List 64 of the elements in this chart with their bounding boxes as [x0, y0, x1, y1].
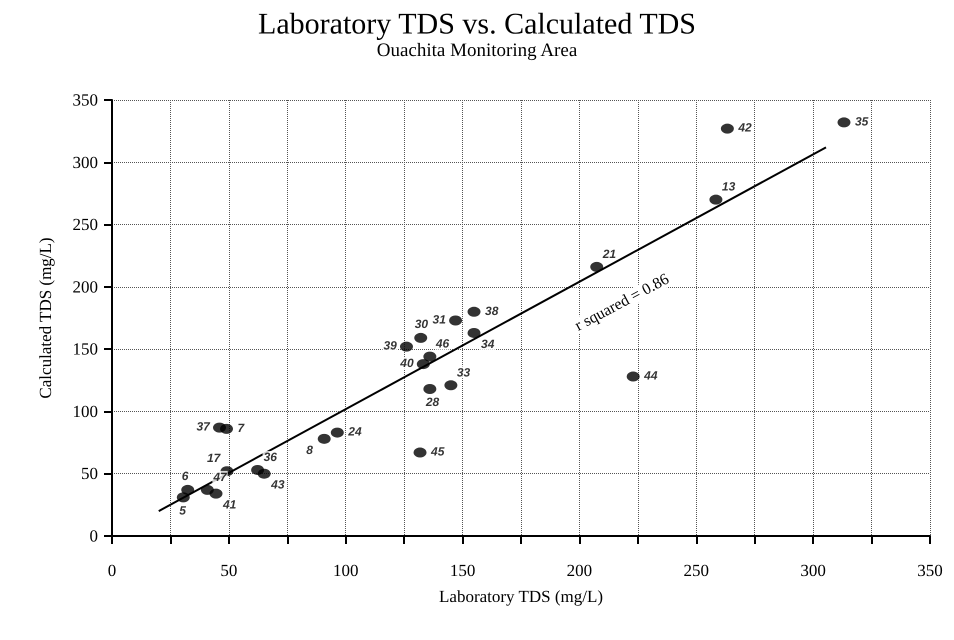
y-tick-label: 200	[72, 277, 98, 296]
annotation: 39	[383, 338, 398, 353]
point	[210, 488, 223, 499]
annotation: 31	[432, 312, 446, 326]
y-tick-label: 100	[72, 402, 98, 421]
chart-subtitle: Ouachita Monitoring Area	[376, 40, 578, 61]
annotation: 37	[196, 420, 212, 434]
y-tick-label: 0	[90, 526, 98, 546]
point	[444, 380, 458, 390]
annotation: 8	[306, 442, 314, 457]
point	[468, 328, 481, 338]
x-tick-label: 100	[332, 561, 358, 580]
point	[423, 384, 436, 394]
point	[258, 468, 271, 479]
x-tick-label: 250	[684, 561, 710, 580]
annotation: 34	[481, 336, 495, 351]
x-tick-label: 300	[800, 561, 826, 580]
point	[468, 306, 481, 317]
x-tick-label: 150	[450, 561, 476, 580]
point	[220, 424, 234, 434]
annotation: 13	[722, 180, 736, 194]
y-tick-label: 350	[72, 90, 98, 110]
point	[449, 315, 462, 326]
annotation: 47	[212, 470, 228, 484]
annotation: 5	[179, 503, 186, 518]
y-axis-title: Calculated TDS (mg/L)	[36, 237, 55, 399]
annotation: 17	[206, 451, 222, 466]
point	[400, 342, 413, 352]
annotation: 6	[182, 468, 189, 483]
x-tick-label: 50	[220, 561, 238, 580]
point	[720, 124, 734, 134]
annotation: 41	[222, 498, 237, 512]
annotation: 44	[643, 368, 658, 383]
annotation: 28	[424, 395, 440, 410]
y-tick-label: 50	[81, 464, 98, 484]
annotation: 46	[434, 336, 450, 351]
annotation: 42	[737, 120, 752, 135]
annotation: 7	[238, 420, 246, 435]
point	[626, 372, 640, 382]
point	[330, 428, 344, 438]
point	[838, 117, 850, 128]
point	[709, 194, 722, 205]
annotation: 36	[264, 450, 278, 464]
y-tick-label: 150	[72, 340, 98, 359]
point	[318, 434, 331, 444]
x-axis-title: Laboratory TDS (mg/L)	[439, 587, 603, 606]
point	[414, 448, 427, 458]
annotation: 24	[347, 424, 362, 439]
chart-title: Laboratory TDS vs. Calculated TDS	[258, 8, 696, 40]
annotation: 33	[456, 365, 471, 380]
x-tick-label: 350	[917, 561, 943, 580]
y-tick-label: 300	[72, 152, 98, 172]
annotation: 30	[414, 316, 428, 331]
annotation: 35	[854, 114, 869, 128]
point	[423, 352, 436, 362]
point	[414, 332, 428, 343]
annotation: 21	[602, 246, 616, 261]
x-tick-label: 200	[566, 561, 592, 580]
y-tick-label: 250	[72, 215, 98, 234]
annotation: 43	[270, 478, 285, 492]
annotation: 38	[485, 304, 499, 318]
annotation: 40	[399, 356, 414, 370]
x-tick-label: 0	[108, 561, 116, 580]
annotation: 45	[430, 444, 445, 459]
